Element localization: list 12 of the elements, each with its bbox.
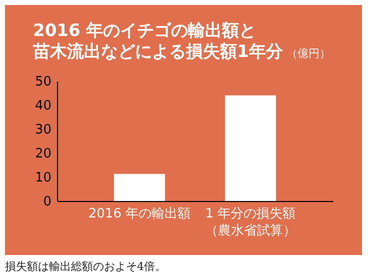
y-tick-label: 10	[34, 170, 52, 186]
x-tick-label: 1 年分の損失額（農水省試算）	[205, 206, 296, 238]
y-tick-label: 30	[34, 122, 52, 138]
y-tick-label: 0	[43, 194, 52, 210]
y-axis-title: （億円）	[285, 47, 330, 60]
text: 損失額は輸出総額のおよそ4倍。	[5, 259, 166, 274]
y-tick-label: 50	[34, 74, 52, 90]
y-tick-label: 20	[34, 146, 52, 162]
y-tick-label: 40	[34, 98, 52, 114]
chart-subtitle: 苗木流出などによる損失額1年分	[33, 42, 283, 62]
x-tick-label: 2016 年の輸出額	[88, 206, 191, 222]
chart-title: 2016 年のイチゴの輸出額と	[33, 21, 258, 42]
